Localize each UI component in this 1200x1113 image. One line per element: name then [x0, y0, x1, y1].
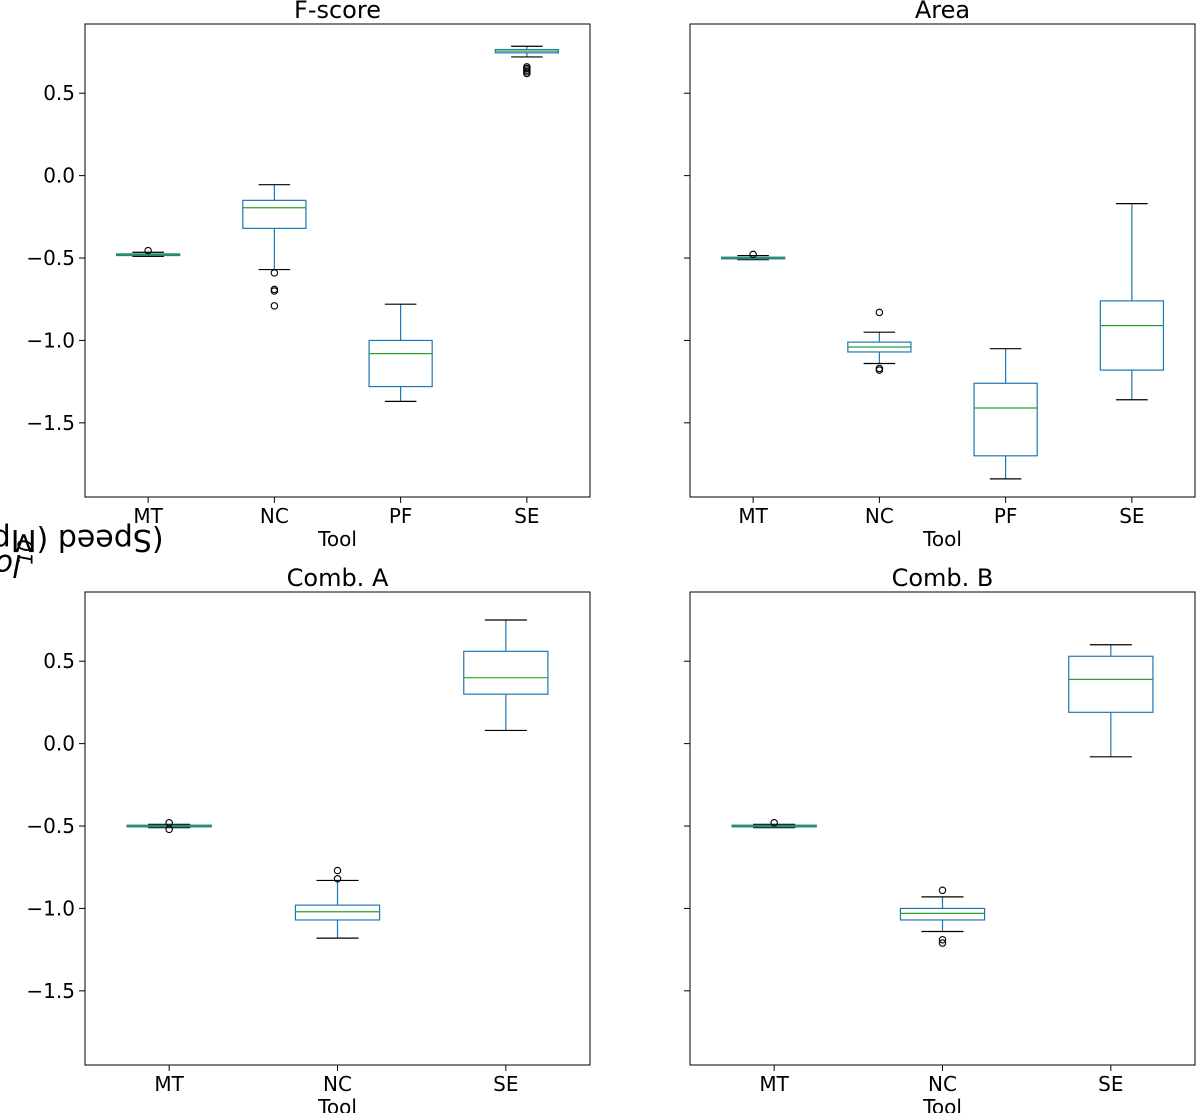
iqr-box: [899, 907, 986, 921]
box-SE: [494, 45, 560, 78]
box-MT: [731, 818, 817, 829]
iqr-box: [1099, 300, 1165, 371]
outlier-point: [938, 939, 947, 947]
box-MT: [720, 250, 786, 261]
plot-frame: [84, 23, 591, 498]
x-tick-label: NC: [928, 1072, 957, 1096]
iqr-box: [294, 904, 381, 921]
y-tick-label: −1.5: [26, 411, 75, 435]
iqr-box: [368, 339, 433, 388]
box-NC: [294, 866, 381, 939]
box-MT: [126, 818, 212, 834]
plot-frame: [689, 591, 1196, 1066]
box-MT: [115, 246, 181, 257]
chart-panel-4: Comb. B MT NC SE Tool: [684, 564, 1196, 1113]
iqr-box: [1068, 655, 1154, 713]
iqr-box: [463, 650, 549, 695]
chart-title: Comb. A: [287, 564, 389, 592]
chart-panel-2: Area MT NC PF SE Tool: [684, 0, 1196, 551]
chart-title: Comb. B: [892, 564, 994, 592]
outlier-point: [270, 269, 279, 277]
box-PF: [368, 303, 433, 403]
box-NC: [899, 886, 986, 947]
outlier-point: [523, 69, 531, 78]
y-tick-label: −1.5: [26, 979, 75, 1003]
y-tick-label: 0.5: [43, 81, 75, 105]
chart-title: Area: [915, 0, 970, 24]
x-tick-label: NC: [323, 1072, 352, 1096]
outlier-point: [938, 886, 947, 895]
x-tick-label: MT: [738, 504, 768, 528]
box-SE: [1099, 203, 1165, 401]
chart-panel-1: F-score 0.5 0.0 −0.5 −1.0 −1.5 MT NC PF SE Tool: [26, 0, 591, 551]
outlier-point: [749, 250, 757, 259]
iqr-box: [242, 199, 307, 229]
x-tick-label: PF: [389, 504, 413, 528]
outlier-point: [270, 302, 279, 310]
y-tick-label: 0.0: [43, 164, 75, 188]
y-tick-label: 0.0: [43, 732, 75, 756]
x-tick-label: SE: [1119, 504, 1144, 528]
y-tick-label: −1.0: [26, 328, 75, 352]
outlier-point: [144, 246, 152, 255]
outlier-point: [875, 308, 884, 317]
x-tick-label: MT: [133, 504, 163, 528]
x-tick-label: SE: [493, 1072, 518, 1096]
outlier-point: [770, 818, 778, 827]
outlier-point: [938, 935, 947, 944]
outlier-point: [333, 866, 342, 875]
x-tick-label: PF: [994, 504, 1018, 528]
outlier-point: [270, 287, 279, 295]
y-tick-label: −1.0: [26, 896, 75, 920]
x-tick-label: SE: [514, 504, 539, 528]
x-tick-label: NC: [865, 504, 894, 528]
outlier-point: [333, 875, 342, 883]
y-tick-label: 0.5: [43, 649, 75, 673]
x-axis-label: Tool: [317, 1095, 357, 1113]
box-NC: [242, 184, 307, 310]
plot-frame: [689, 23, 1196, 498]
box-SE: [463, 619, 549, 732]
outlier-point: [165, 825, 173, 834]
box-NC: [847, 308, 912, 374]
y-tick-label: −0.5: [26, 814, 75, 838]
chart-title: F-score: [294, 0, 381, 24]
y-tick-label: −0.5: [26, 246, 75, 270]
x-tick-label: MT: [759, 1072, 789, 1096]
x-axis-label: Tool: [922, 1095, 962, 1113]
x-axis-label: Tool: [922, 527, 962, 551]
iqr-box: [973, 382, 1038, 457]
box-PF: [973, 348, 1038, 480]
box-SE: [1068, 644, 1154, 758]
x-tick-label: MT: [154, 1072, 184, 1096]
chart-panel-3: Comb. A 0.5 0.0 −0.5 −1.0 −1.5 MT NC SE Tool: [26, 564, 591, 1113]
y-axis-label-text: (Speed (Mpx/second)): [0, 521, 164, 557]
plot-frame: [84, 591, 591, 1066]
x-tick-label: SE: [1098, 1072, 1123, 1096]
x-tick-label: NC: [260, 504, 289, 528]
x-axis-label: Tool: [317, 527, 357, 551]
outlier-point: [875, 366, 884, 374]
